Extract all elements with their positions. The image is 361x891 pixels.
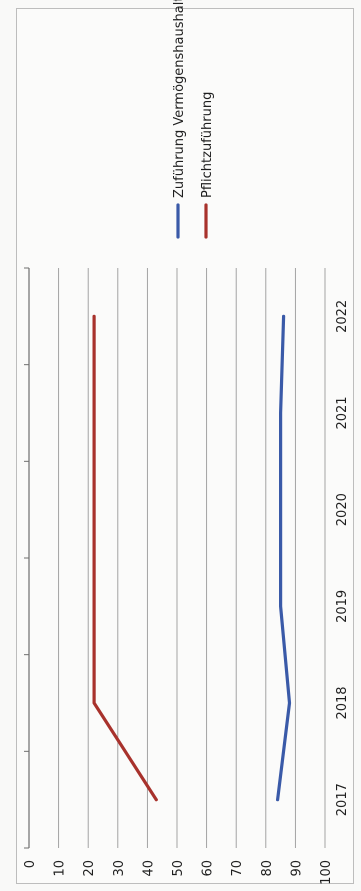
legend-label-2: Pflichtzuführung bbox=[200, 92, 215, 198]
category-tick-label: 2018 bbox=[335, 686, 350, 719]
category-tick-label: 2021 bbox=[335, 396, 350, 429]
series-line-2 bbox=[92, 314, 158, 802]
value-tick-label: 100 bbox=[319, 860, 334, 885]
category-tick-label: 2020 bbox=[335, 493, 350, 526]
value-tick-label: 10 bbox=[53, 860, 68, 877]
value-tick-label: 40 bbox=[141, 860, 156, 877]
series-line-1 bbox=[276, 314, 292, 802]
value-tick-label: 90 bbox=[289, 860, 304, 877]
value-tick-label: 0 bbox=[23, 860, 38, 868]
value-tick-label: 20 bbox=[82, 860, 97, 877]
value-tick-label: 50 bbox=[171, 860, 186, 877]
value-tick-label: 30 bbox=[112, 860, 127, 877]
legend-label-1: Zuführung Vermögenshaushalt bbox=[172, 0, 187, 198]
value-tick-label: 80 bbox=[260, 860, 275, 877]
value-tick-label: 70 bbox=[230, 860, 245, 877]
chart-frame bbox=[16, 8, 354, 884]
value-tick-label: 60 bbox=[201, 860, 216, 877]
category-tick-label: 2019 bbox=[335, 590, 350, 623]
category-tick-label: 2017 bbox=[335, 783, 350, 816]
category-tick-label: 2022 bbox=[335, 300, 350, 333]
